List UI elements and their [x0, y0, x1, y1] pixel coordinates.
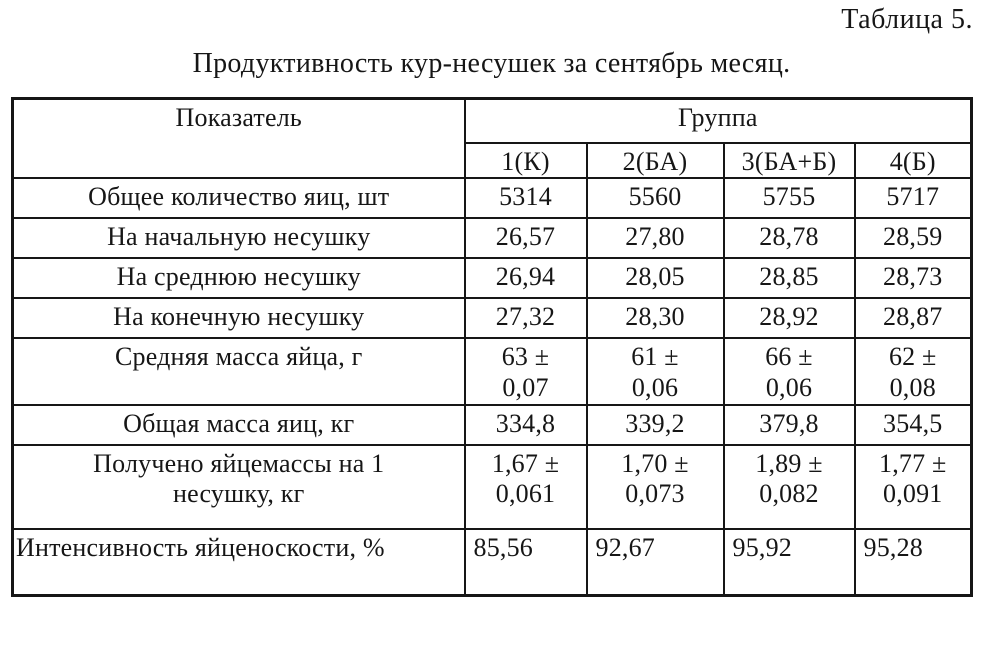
- row-label: Получено яйцемассы на 1 несушку, кг: [11, 443, 466, 530]
- table-row: На начальную несушку 26,57 27,80 28,78 2…: [11, 217, 973, 260]
- header-col-4: 4(Б): [853, 141, 973, 180]
- header-col-3: 3(БА+Б): [722, 141, 856, 180]
- cell-value: 5560: [585, 177, 725, 220]
- header-col-1: 1(К): [463, 141, 588, 180]
- cell-value: 63 ± 0,07: [463, 337, 588, 406]
- productivity-table: Показатель Группа 1(К) 2(БА) 3(БА+Б) 4(Б…: [11, 97, 973, 598]
- row-label: Средняя масса яйца, г: [11, 337, 466, 406]
- cell-value: 1,67 ± 0,061: [463, 443, 588, 530]
- table-row: На конечную несушку 27,32 28,30 28,92 28…: [11, 297, 973, 340]
- row-label: На конечную несушку: [11, 297, 466, 340]
- cell-value: 85,56: [463, 527, 588, 597]
- cell-value: 1,89 ± 0,082: [722, 443, 856, 530]
- cell-value: 27,32: [463, 297, 588, 340]
- row-label: На начальную несушку: [11, 217, 466, 260]
- cell-value: 379,8: [722, 403, 856, 446]
- cell-value: 28,85: [722, 257, 856, 300]
- cell-value: 1,70 ± 0,073: [585, 443, 725, 530]
- table-caption-label: Таблица 5.: [841, 4, 973, 35]
- cell-value: 61 ± 0,06: [585, 337, 725, 406]
- row-label: Общее количество яиц, шт: [11, 177, 466, 220]
- header-group: Группа: [463, 97, 973, 144]
- cell-value: 95,28: [853, 527, 973, 597]
- table-header-row-1: Показатель Группа: [11, 97, 973, 180]
- cell-value: 334,8: [463, 403, 588, 446]
- cell-value: 354,5: [853, 403, 973, 446]
- table-row: На среднюю несушку 26,94 28,05 28,85 28,…: [11, 257, 973, 300]
- table-header-row-2: 1(К) 2(БА) 3(БА+Б) 4(Б): [13, 141, 973, 180]
- cell-value: 26,57: [463, 217, 588, 260]
- cell-value: 5755: [722, 177, 856, 220]
- row-label: Интенсивность яйценоскости, %: [11, 527, 466, 597]
- cell-value: 27,80: [585, 217, 725, 260]
- table-row: Интенсивность яйценоскости, % 85,56 92,6…: [11, 527, 973, 597]
- table-title: Продуктивность кур-несушек за сентябрь м…: [192, 48, 791, 79]
- cell-value: 339,2: [585, 403, 725, 446]
- row-label: На среднюю несушку: [11, 257, 466, 300]
- header-col-2: 2(БА): [585, 141, 725, 180]
- cell-value: 28,05: [585, 257, 725, 300]
- header-indicator: Показатель: [11, 97, 466, 180]
- cell-value: 92,67: [585, 527, 725, 597]
- table-row: Средняя масса яйца, г 63 ± 0,07 61 ± 0,0…: [11, 337, 973, 406]
- cell-value: 28,92: [722, 297, 856, 340]
- cell-value: 5717: [853, 177, 973, 220]
- cell-value: 28,87: [853, 297, 973, 340]
- cell-value: 28,73: [853, 257, 973, 300]
- table-row: Получено яйцемассы на 1 несушку, кг 1,67…: [11, 443, 973, 530]
- row-label: Общая масса яиц, кг: [11, 403, 466, 446]
- table-row: Общее количество яиц, шт 5314 5560 5755 …: [11, 177, 973, 220]
- cell-value: 28,78: [722, 217, 856, 260]
- cell-value: 26,94: [463, 257, 588, 300]
- cell-value: 28,59: [853, 217, 973, 260]
- cell-value: 66 ± 0,06: [722, 337, 856, 406]
- cell-value: 95,92: [722, 527, 856, 597]
- cell-value: 5314: [463, 177, 588, 220]
- table-row: Общая масса яиц, кг 334,8 339,2 379,8 35…: [11, 403, 973, 446]
- cell-value: 62 ± 0,08: [853, 337, 973, 406]
- cell-value: 1,77 ± 0,091: [853, 443, 973, 530]
- cell-value: 28,30: [585, 297, 725, 340]
